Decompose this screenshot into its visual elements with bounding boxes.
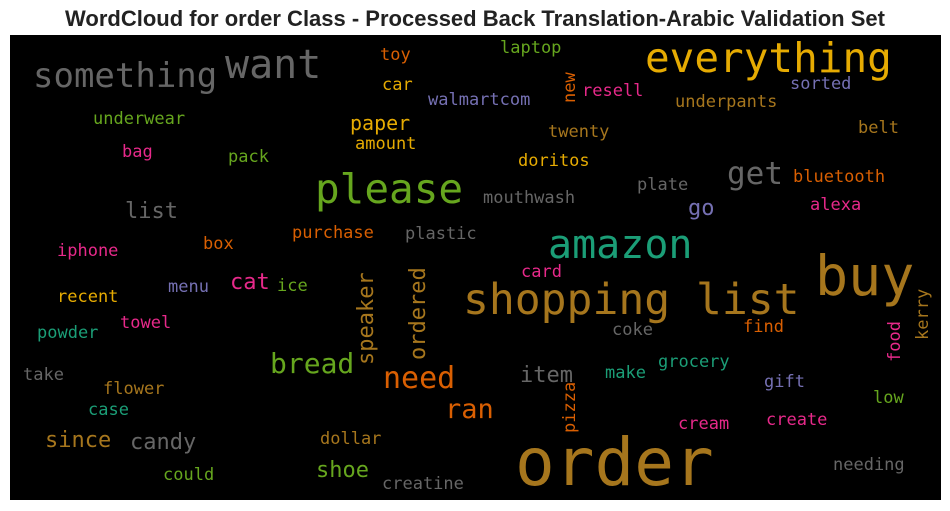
word: gift bbox=[764, 372, 805, 392]
word: please bbox=[315, 165, 463, 213]
word: candy bbox=[130, 430, 196, 455]
word: shoe bbox=[316, 458, 369, 483]
word: pizza bbox=[560, 382, 580, 433]
word: creatine bbox=[382, 474, 464, 494]
word: mouthwash bbox=[483, 188, 575, 208]
word: shopping list bbox=[463, 275, 800, 325]
word: bread bbox=[270, 347, 354, 380]
word: doritos bbox=[518, 151, 590, 171]
word: something bbox=[33, 56, 217, 96]
word: need bbox=[383, 361, 455, 396]
word: flower bbox=[103, 379, 164, 399]
word: everything bbox=[645, 34, 892, 82]
word: cream bbox=[678, 414, 729, 434]
word: twenty bbox=[548, 122, 609, 142]
word: plastic bbox=[405, 224, 477, 244]
word: powder bbox=[37, 323, 98, 343]
word: take bbox=[23, 365, 64, 385]
word: amazon bbox=[548, 222, 693, 268]
word: toy bbox=[380, 45, 411, 65]
word: ordered bbox=[406, 267, 431, 360]
word: iphone bbox=[57, 241, 118, 261]
word: plate bbox=[637, 175, 688, 195]
word: amount bbox=[355, 134, 416, 154]
word: pack bbox=[228, 147, 269, 167]
word: food bbox=[885, 321, 905, 362]
word: create bbox=[766, 410, 827, 430]
cloud-background bbox=[10, 35, 941, 500]
word: alexa bbox=[810, 195, 861, 215]
word: cat bbox=[230, 270, 270, 295]
chart-title: WordCloud for order Class - Processed Ba… bbox=[65, 6, 886, 31]
word: dollar bbox=[320, 429, 381, 449]
word: card bbox=[521, 262, 562, 282]
word: resell bbox=[582, 81, 643, 101]
word: purchase bbox=[292, 223, 374, 243]
word: since bbox=[45, 428, 111, 453]
word: grocery bbox=[658, 352, 730, 372]
word: underwear bbox=[93, 109, 185, 129]
word: buy bbox=[815, 244, 914, 308]
word: want bbox=[225, 42, 321, 88]
word: bag bbox=[122, 142, 153, 162]
word: get bbox=[727, 156, 783, 192]
word: laptop bbox=[500, 38, 561, 58]
word: case bbox=[88, 400, 129, 420]
word: paper bbox=[350, 111, 410, 135]
word: ran bbox=[445, 394, 494, 425]
word: box bbox=[203, 234, 234, 254]
word: new bbox=[560, 72, 580, 103]
word: car bbox=[382, 75, 413, 95]
word: recent bbox=[57, 287, 118, 307]
word: low bbox=[873, 388, 904, 408]
word: towel bbox=[120, 313, 171, 333]
word: walmartcom bbox=[428, 90, 530, 110]
word: could bbox=[163, 465, 214, 485]
word: item bbox=[520, 363, 573, 388]
word: ice bbox=[277, 276, 308, 296]
word: needing bbox=[833, 455, 905, 475]
word: order bbox=[515, 424, 714, 501]
word: belt bbox=[858, 118, 899, 138]
word: make bbox=[605, 363, 646, 383]
word: menu bbox=[168, 277, 209, 297]
word: bluetooth bbox=[793, 167, 885, 187]
word: go bbox=[688, 196, 715, 221]
word: underpants bbox=[675, 92, 777, 112]
word: list bbox=[125, 199, 178, 224]
word: find bbox=[743, 317, 784, 337]
word: speaker bbox=[354, 272, 379, 365]
word: coke bbox=[612, 320, 653, 340]
word: kerry bbox=[913, 289, 933, 340]
word: sorted bbox=[790, 74, 851, 94]
